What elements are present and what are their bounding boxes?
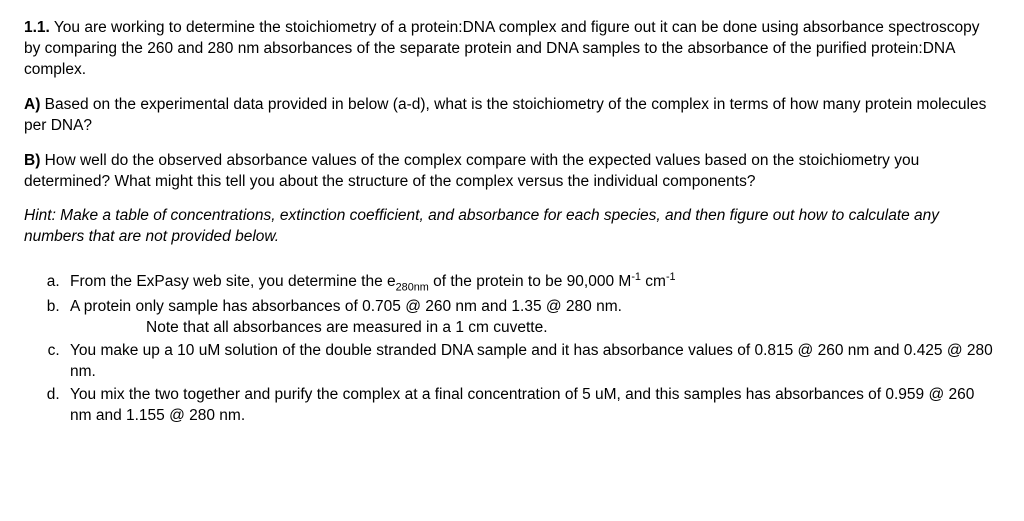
sub-item-c: You make up a 10 uM solution of the doub… bbox=[64, 341, 1000, 383]
sub-b-note: Note that all absorbances are measured i… bbox=[146, 318, 1000, 339]
sub-b-text: A protein only sample has absorbances of… bbox=[70, 298, 622, 315]
unit-sup-1: -1 bbox=[631, 271, 641, 283]
part-a-text: Based on the experimental data provided … bbox=[24, 96, 986, 134]
hint-text: Hint: Make a table of concentrations, ex… bbox=[24, 206, 1000, 248]
sub-items-list: From the ExPasy web site, you determine … bbox=[24, 270, 1000, 426]
part-b: B) How well do the observed absorbance v… bbox=[24, 151, 1000, 193]
intro-text: You are working to determine the stoichi… bbox=[24, 19, 980, 78]
sub-item-a: From the ExPasy web site, you determine … bbox=[64, 270, 1000, 295]
part-b-text: How well do the observed absorbance valu… bbox=[24, 152, 919, 190]
sub-a-mid2: cm bbox=[641, 273, 666, 290]
question-number: 1.1. bbox=[24, 19, 50, 36]
sub-a-pre: From the ExPasy web site, you determine … bbox=[70, 273, 387, 290]
sub-a-mid: of the protein to be 90,000 M bbox=[429, 273, 632, 290]
epsilon-subscript: 280nm bbox=[396, 282, 429, 294]
epsilon-symbol: e bbox=[387, 273, 396, 290]
sub-item-b: A protein only sample has absorbances of… bbox=[64, 297, 1000, 339]
part-a-label: A) bbox=[24, 96, 40, 113]
sub-item-d: You mix the two together and purify the … bbox=[64, 385, 1000, 427]
unit-sup-2: -1 bbox=[666, 271, 676, 283]
part-a: A) Based on the experimental data provid… bbox=[24, 95, 1000, 137]
question-intro: 1.1. You are working to determine the st… bbox=[24, 18, 1000, 81]
part-b-label: B) bbox=[24, 152, 40, 169]
